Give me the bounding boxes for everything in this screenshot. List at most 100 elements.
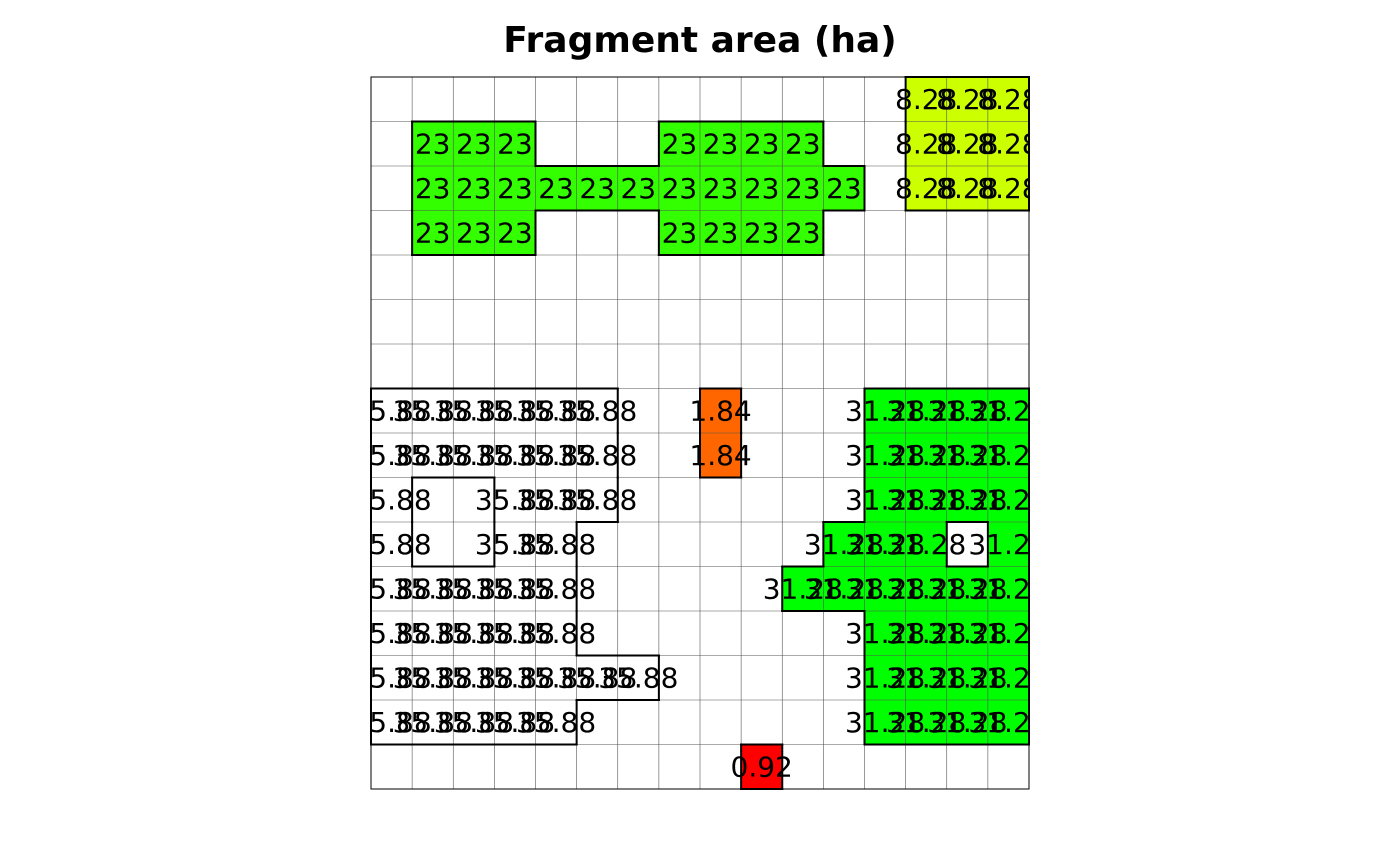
fragment-cell [412,210,454,256]
cell-value-label: 35.88 [393,706,473,739]
fragment-cell [453,655,495,701]
cell-value-label: 1.84 [689,439,751,472]
fragment-cell [864,477,907,523]
cell-value-label: 8.28 [895,83,957,116]
cell-value-label: 35.88 [434,617,514,650]
cell-value-label: 23 [785,216,821,249]
fragment-cell [494,522,536,567]
cell-value-label: 31.28 [845,483,925,516]
fragment-cell [700,388,742,434]
fragment-cell [412,166,454,211]
fragment-cell [905,522,948,567]
cell-value-label: 8.28 [895,127,957,160]
fragment-cell [535,477,578,523]
fragment-cell [371,566,413,612]
cell-value-label: 23 [703,216,739,249]
fragment-cell [987,700,1030,745]
fragment-cell [576,166,619,211]
cell-value-label: 35.88 [516,661,596,694]
cell-value-label: 35.88 [516,572,596,605]
fragment-cell [617,166,660,211]
fragment-cell [371,655,413,701]
cell-value-label: 35.88 [516,706,596,739]
cell-value-label: 23 [415,127,451,160]
fragment-cell [494,611,536,656]
cell-value-label: 31.28 [927,661,1007,694]
fragment-cell [535,166,578,211]
cell-value-label: 35.88 [475,528,555,561]
fragment-cell [371,388,413,434]
cell-value-label: 31.28 [927,706,1007,739]
fragment-cell [453,388,495,434]
cell-value-label: 31.28 [968,706,1048,739]
cell-value-label: 35.88 [516,617,596,650]
cell-value-label: 35.88 [475,572,555,605]
cell-value-label: 23 [662,127,698,160]
fragment-cell [946,433,989,478]
fragment-cell [494,655,536,701]
fragment-cell [741,166,783,211]
cells-layer [371,77,1030,790]
fragment-cell [864,433,907,478]
fragment-cell [741,210,783,256]
fragment-cell [453,700,495,745]
fragment-cell [453,210,495,256]
fragment-cell [453,166,495,211]
cell-value-label: 35.88 [351,617,431,650]
fragment-cell [576,477,619,523]
cell-value-label: 31.28 [886,572,966,605]
cell-value-label: 8.28 [936,172,998,205]
cell-value-label: 31.28 [845,706,925,739]
cell-value-label: 31.28 [845,528,925,561]
fragment-cell [412,566,454,612]
fragment-cell [905,166,948,211]
cell-value-label: 23 [662,216,698,249]
fragment-cell [371,700,413,745]
fragment-cell [700,166,742,211]
fragment-cell [371,611,413,656]
cell-value-label: 35.88 [516,394,596,427]
cell-value-label: 23 [456,127,492,160]
cell-value-label: 23 [703,172,739,205]
fragment-cell [946,121,989,167]
fragment-cell [535,700,578,745]
fragment-cell [864,700,907,745]
cell-value-label: 31.28 [886,617,966,650]
cell-value-label: 35.88 [475,394,555,427]
fragment-cell [741,744,783,790]
cell-value-label: 35.88 [351,483,431,516]
cell-value-label: 35.88 [557,661,637,694]
cell-value-label: 8.28 [977,127,1039,160]
fragment-cell [371,477,413,523]
fragment-cell [494,388,536,434]
fragment-cell [412,433,454,478]
fragment-cell [782,566,824,612]
cell-value-label: 35.88 [598,661,678,694]
fragment-cell [371,522,413,567]
fragment-cell [905,611,948,656]
fragment-cell [987,121,1030,167]
fragment-cell [782,121,824,167]
fragment-cell [905,477,948,523]
fragment-cell [946,700,989,745]
fragment-cell [987,433,1030,478]
cell-value-label: 31.28 [886,483,966,516]
cell-value-label: 35.88 [351,572,431,605]
cell-value-label: 35.88 [475,617,555,650]
cell-value-label: 35.88 [557,439,637,472]
cell-value-label: 31.28 [845,661,925,694]
cell-value-label: 31.28 [886,528,966,561]
fragment-cell [700,121,742,167]
cell-value-label: 23 [579,172,615,205]
fragment-cell [453,611,495,656]
fragment-cell [987,522,1030,567]
fragment-cell [453,433,495,478]
fragment-cell [371,433,413,478]
fragment-cell [453,566,495,612]
cell-value-label: 31.28 [886,439,966,472]
fragment-cell [987,655,1030,701]
cell-value-label: 23 [456,172,492,205]
cell-value-label: 31.28 [763,572,843,605]
